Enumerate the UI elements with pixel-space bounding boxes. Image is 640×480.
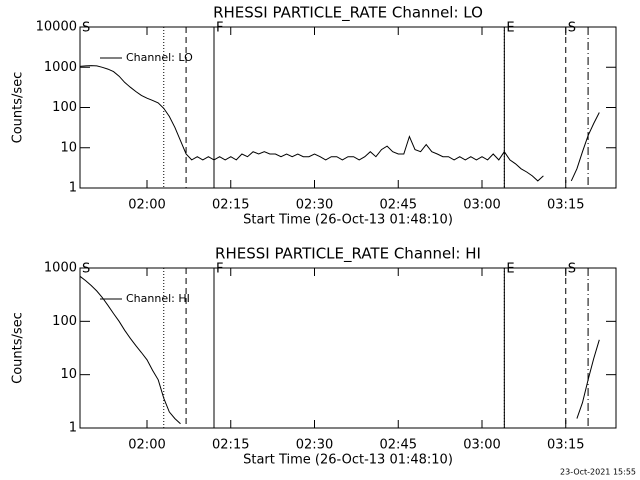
x-tick-label: 02:00 — [128, 438, 165, 453]
event-label: E — [506, 21, 514, 36]
y-tick-label: 1000 — [44, 261, 77, 276]
y-axis-label: Counts/sec — [11, 312, 26, 384]
legend-label: Channel: LO — [126, 51, 193, 64]
plot-frame — [79, 267, 617, 429]
y-tick-label: 100 — [52, 100, 77, 115]
event-label: S — [82, 262, 90, 277]
event-label: E — [506, 262, 514, 277]
y-tick-label: 1 — [69, 181, 77, 196]
x-tick-label: 02:00 — [128, 198, 165, 213]
x-tick-label: 03:00 — [463, 438, 500, 453]
x-tick-label: 02:30 — [296, 198, 333, 213]
legend-label: Channel: HI — [126, 292, 190, 305]
x-axis-label: Start Time (26-Oct-13 01:48:10) — [243, 213, 453, 228]
y-tick-label: 100 — [52, 314, 77, 329]
x-tick-label: 03:15 — [547, 438, 584, 453]
event-label: F — [216, 262, 223, 277]
x-tick-label: 02:45 — [380, 198, 417, 213]
x-tick-label: 02:45 — [380, 438, 417, 453]
x-tick-label: 03:15 — [547, 198, 584, 213]
x-tick-label: 02:30 — [296, 438, 333, 453]
y-tick-label: 10 — [60, 367, 77, 382]
footer: 23-Oct-2021 15:55 — [560, 468, 636, 477]
chart-title: RHESSI PARTICLE_RATE Channel: HI — [215, 245, 481, 264]
x-tick-label: 03:00 — [463, 198, 500, 213]
y-axis-label: Counts/sec — [11, 72, 26, 144]
data-line — [79, 65, 600, 182]
data-line — [79, 275, 600, 425]
y-tick-label: 10 — [60, 140, 77, 155]
y-tick-label: 10000 — [36, 20, 77, 35]
x-axis-label: Start Time (26-Oct-13 01:48:10) — [243, 453, 453, 468]
event-label: F — [216, 21, 223, 36]
y-tick-label: 1 — [69, 421, 77, 436]
y-tick-label: 1000 — [44, 60, 77, 75]
x-tick-label: 02:15 — [212, 198, 249, 213]
event-label: S — [568, 21, 576, 36]
event-label: S — [82, 21, 90, 36]
x-tick-label: 02:15 — [212, 438, 249, 453]
chart-title: RHESSI PARTICLE_RATE Channel: LO — [213, 4, 483, 23]
event-label: S — [568, 262, 576, 277]
